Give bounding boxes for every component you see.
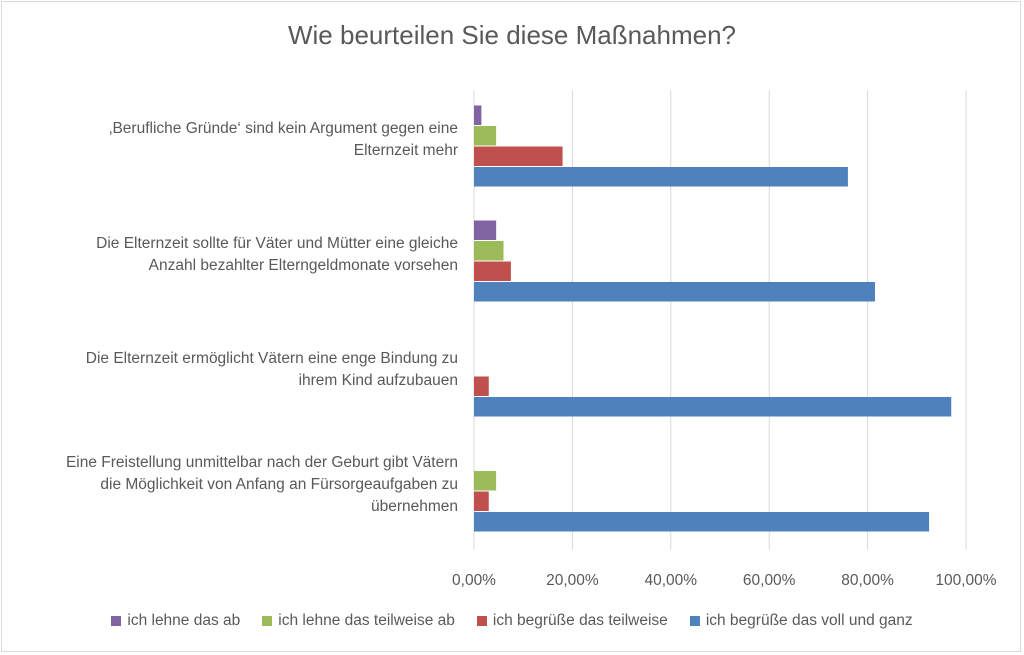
legend-swatch	[476, 616, 487, 626]
bar	[474, 126, 497, 146]
bar	[474, 241, 504, 261]
category-label: Die Elternzeit sollte für Väter und Mütt…	[96, 234, 458, 274]
bar	[474, 376, 489, 396]
bar	[474, 167, 848, 187]
legend-item: ich begrüße das voll und ganz	[689, 612, 913, 630]
x-tick-label: 60,00%	[742, 572, 796, 589]
category-label: Die Elternzeit ermöglicht Vätern eine en…	[85, 349, 458, 389]
bar	[474, 512, 930, 532]
legend-swatch	[689, 616, 700, 626]
legend-label: ich begrüße das voll und ganz	[705, 612, 913, 629]
x-tick-label: 40,00%	[644, 572, 698, 589]
bar	[474, 220, 497, 240]
chart-title: Wie beurteilen Sie diese Maßnahmen?	[287, 20, 737, 50]
legend-item: ich lehne das teilweise ab	[262, 612, 455, 630]
x-tick-label: 0,00%	[452, 572, 496, 589]
legend-label: ich lehne das ab	[127, 612, 241, 629]
category-label: ‚Berufliche Gründe‘ sind kein Argument g…	[109, 119, 458, 159]
category-label: Eine Freistellung unmittelbar nach der G…	[65, 453, 458, 515]
bar	[474, 471, 497, 491]
legend-label: ich lehne das teilweise ab	[278, 612, 455, 629]
bar	[474, 397, 952, 417]
x-tick-label: 80,00%	[841, 572, 894, 589]
legend-swatch	[111, 616, 122, 626]
bar	[474, 491, 489, 511]
legend-swatch	[262, 616, 273, 626]
legend: ich lehne das ab ich lehne das teilweise …	[0, 612, 1024, 630]
bar	[474, 282, 875, 302]
bar	[474, 105, 482, 125]
legend-item: ich begrüße das teilweise	[476, 612, 668, 630]
x-tick-label: 100,00%	[935, 572, 997, 589]
legend-item: ich lehne das ab	[111, 612, 240, 630]
bar	[474, 146, 563, 166]
bar	[474, 261, 511, 281]
x-tick-label: 20,00%	[546, 572, 599, 589]
legend-label: ich begrüße das teilweise	[492, 612, 668, 629]
